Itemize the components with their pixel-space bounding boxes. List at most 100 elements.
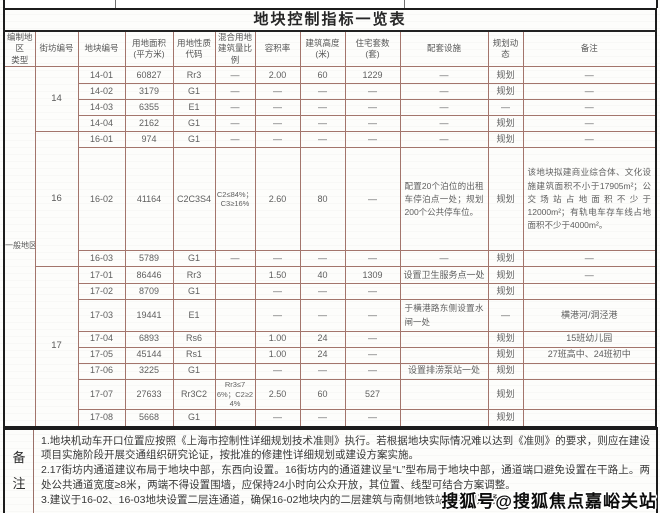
cell-area: 5789: [124, 250, 174, 268]
cell-far: —: [254, 250, 301, 268]
table-row: 17-07 27633 Rr3C2 Rr3≤76%；C2≥24% 2.50 60…: [4, 378, 657, 411]
col-header-remark: 备注: [522, 30, 657, 68]
cell-plot: 17-02: [77, 283, 126, 301]
cell-status: 规划: [487, 283, 524, 301]
table-row: 16-03 5789 G1 — — — — — 规划 —: [4, 250, 657, 268]
cell-facilities: [399, 346, 489, 364]
cell-units: —: [344, 283, 401, 301]
cell-facilities: [399, 330, 489, 348]
cell-plot: 17-04: [77, 330, 126, 348]
cell-mix: C2≤84%；C3≥16%: [214, 147, 256, 252]
cell-units: —: [344, 409, 401, 427]
cell-area: 974: [124, 131, 174, 149]
cell-mix: [214, 330, 256, 348]
header-text: 用地面积: [131, 37, 166, 48]
cell-height: 60: [299, 66, 346, 85]
cell-mix: [214, 266, 256, 285]
col-header-plot: 地块编号: [77, 30, 126, 68]
cell-height: —: [299, 250, 346, 268]
cell-facilities: [399, 409, 489, 427]
cell-units: —: [344, 115, 401, 133]
cell-use: G1: [172, 250, 216, 268]
region-type-cell: 一般地区: [3, 66, 36, 427]
header-text: 编制地区: [7, 32, 33, 54]
cell-use: G1: [172, 131, 216, 149]
cell-facilities: 于横港路东侧设置水闸一处: [399, 299, 489, 332]
col-header-facilities: 配套设施: [399, 30, 489, 68]
cell-far: —: [254, 131, 301, 149]
cell-mix: [214, 362, 256, 380]
cell-use: C2C3S4: [172, 147, 216, 252]
cell-area: 3179: [124, 83, 174, 101]
table-row: 16-02 41164 C2C3S4 C2≤84%；C3≥16% 2.60 80…: [4, 147, 657, 252]
col-header-status: 规划动态: [487, 30, 524, 68]
col-header-region: 编制地区 类型: [3, 30, 36, 68]
cell-status: 规划: [487, 250, 524, 268]
cell-use: Rs1: [172, 346, 216, 364]
cell-area: 5668: [124, 409, 174, 427]
cell-facilities: [399, 378, 489, 411]
cell-height: —: [299, 409, 346, 427]
cell-height: —: [299, 362, 346, 380]
cell-status: 规划: [487, 330, 524, 348]
col-header-height: 建筑高度 (米): [299, 30, 346, 68]
header-text: 混合用地: [217, 32, 252, 42]
cell-plot: 17-07: [77, 378, 126, 411]
table-row: 17-08 5668 G1 — — — 规划: [4, 409, 657, 427]
col-header-area: 用地面积 (平方米): [124, 30, 174, 68]
cell-remark: —: [522, 250, 657, 268]
cell-remark: [522, 409, 657, 427]
cell-units: —: [344, 250, 401, 268]
cell-plot: 17-03: [77, 299, 126, 332]
note-item-1: 1.地块机动车开口位置应按照《上海市控制性详细规划技术准则》执行。若根据地块实际…: [41, 434, 650, 462]
col-header-far: 容积率: [254, 30, 301, 68]
cell-mix: —: [214, 131, 256, 149]
cell-far: —: [254, 409, 301, 427]
cell-plot: 17-08: [77, 409, 126, 427]
cell-height: 60: [299, 378, 346, 411]
table-row: 17-03 19441 E1 — — — 于横港路东侧设置水闸一处 — 横港河/…: [4, 299, 657, 332]
cell-plot: 14-03: [77, 99, 126, 117]
cell-units: —: [344, 362, 401, 380]
cell-units: —: [344, 330, 401, 348]
cell-use: G1: [172, 115, 216, 133]
cell-mix: Rr3≤76%；C2≥24%: [214, 378, 256, 411]
cell-use: G1: [172, 283, 216, 301]
cell-area: 19441: [124, 299, 174, 332]
cell-area: 45144: [124, 346, 174, 364]
cell-plot: 17-06: [77, 362, 126, 380]
cell-remark: [522, 283, 657, 301]
cell-use: Rs6: [172, 330, 216, 348]
cell-far: 2.00: [254, 66, 301, 85]
cell-status: 规划: [487, 409, 524, 427]
cell-status: 规划: [487, 266, 524, 285]
header-text: 代码: [185, 49, 203, 60]
cell-area: 6893: [124, 330, 174, 348]
table-row: 17-05 45144 Rs1 1.00 24 — 规划 27班高中、24班初中: [4, 346, 657, 364]
cell-status: 规划: [487, 147, 524, 252]
note-item-3: 3.建议于16-02、16-03地块设置二层连通道，确保16-02地块内的二层建…: [41, 494, 509, 507]
cell-facilities: —: [399, 66, 489, 85]
header-text: 类型: [11, 54, 29, 65]
cell-status: 规划: [487, 115, 524, 133]
cell-facilities: —: [399, 115, 489, 133]
cell-remark: —: [522, 66, 657, 85]
cell-plot: 16-01: [77, 131, 126, 149]
cell-status: 规划: [487, 378, 524, 411]
notes-body: 1.地块机动车开口位置应按照《上海市控制性详细规划技术准则》执行。若根据地块实际…: [34, 430, 656, 513]
cell-facilities: [399, 283, 489, 301]
table-row: 16 16-01 974 G1 — — — — — 规划 —: [4, 131, 657, 268]
cell-far: 1.50: [254, 266, 301, 285]
cell-units: —: [344, 147, 401, 252]
cell-use: Rr3: [172, 66, 216, 85]
cell-height: 40: [299, 266, 346, 285]
cell-far: —: [254, 99, 301, 117]
page-title: 地块控制指标一览表: [4, 8, 656, 32]
cell-status: 规划: [487, 346, 524, 364]
table-row: 17 17-01 86446 Rr3 1.50 40 1309 设置卫生服务点一…: [4, 266, 657, 427]
cell-mix: [214, 409, 256, 427]
cell-mix: [214, 346, 256, 364]
cell-far: —: [254, 115, 301, 133]
cell-use: G1: [172, 83, 216, 101]
